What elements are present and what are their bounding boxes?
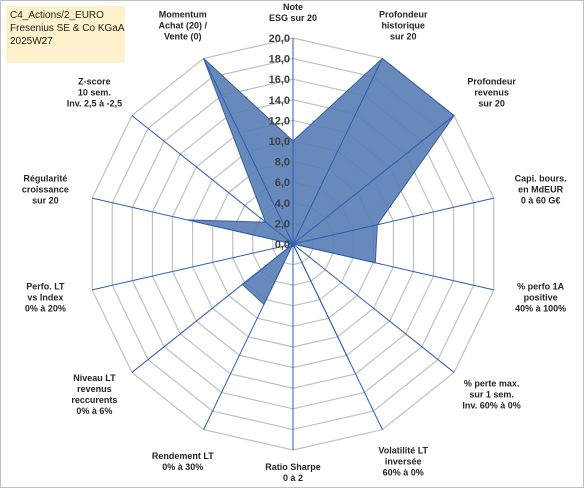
axis-label-line: Profondeur xyxy=(467,76,516,87)
axis-label-line: Régularité xyxy=(23,173,68,184)
axis-label-line: revenus xyxy=(474,87,509,98)
title-line-company: Fresenius SE & Co KGaA xyxy=(10,23,125,34)
axis-spoke xyxy=(203,243,294,430)
axis-label: Ratio Sharpe 0 à 2 xyxy=(265,462,321,484)
axis-label-line: Perfo. LT xyxy=(26,281,65,292)
axis-label-line: 0 à 2 xyxy=(282,473,304,483)
axis-label: Capi. bours. en MdEUR 0 à 60 G€ xyxy=(515,174,567,207)
axis-spoke xyxy=(131,243,294,373)
axis-label: % perfo 1A positive 40% à 100% xyxy=(515,281,566,314)
axis-spoke xyxy=(92,197,294,245)
axis-label-line: vs Index xyxy=(27,292,64,303)
tick-label: 16,0 xyxy=(269,74,290,86)
axis-label-line: 0% à 20% xyxy=(24,303,66,314)
title-line-week: 2025W27 xyxy=(10,36,53,47)
axis-label-line: % perfo 1A xyxy=(517,281,565,292)
axis-label: Profondeur revenus sur 20 xyxy=(467,77,516,110)
tick-label: 2,0 xyxy=(275,218,290,230)
axis-label-line: 40% à 100% xyxy=(515,303,567,314)
axis-label: Volatilité LT inversée 60% à 0% xyxy=(378,446,428,479)
tick-label: 14,0 xyxy=(269,95,290,107)
axis-label-line: Capi. bours. xyxy=(514,173,567,184)
axis-spoke xyxy=(292,197,494,245)
axis-spoke xyxy=(292,243,494,291)
tick-label: 8,0 xyxy=(275,157,290,169)
axis-label-line: Niveau LT xyxy=(73,372,116,383)
axis-label-line: 10 sem. xyxy=(77,87,111,98)
axis-label-line: Achat (20) / xyxy=(158,20,208,31)
axis-spoke xyxy=(92,243,294,291)
axis-label: Régularité croissance sur 20 xyxy=(22,174,69,207)
axis-label: Note ESG sur 20 xyxy=(269,2,317,24)
axis-label-line: historique xyxy=(381,20,425,31)
axis-label-line: Vente (0) xyxy=(164,31,202,42)
axis-label: % perte max. sur 1 sem. Inv. 60% à 0% xyxy=(462,378,520,411)
axis-label-line: Z-score xyxy=(78,76,111,87)
axis-label-line: positive xyxy=(523,292,558,303)
axis-spoke xyxy=(292,243,383,430)
axis-spoke xyxy=(292,115,455,245)
tick-label: 10,0 xyxy=(269,136,290,148)
axis-label: Rendement LT 0% à 30% xyxy=(152,451,214,473)
tick-label: 6,0 xyxy=(275,177,290,189)
chart-title-box: C4_Actions/2_EURO Fresenius SE & Co KGaA… xyxy=(6,6,125,63)
tick-label: 0,0 xyxy=(275,239,290,251)
axis-label-line: sur 20 xyxy=(32,195,59,206)
axis-label-line: en MdEUR xyxy=(518,184,564,195)
axis-label-line: Rendement LT xyxy=(151,451,214,462)
axis-label-line: croissance xyxy=(21,184,69,195)
axis-spoke xyxy=(203,58,294,245)
axis-label-line: Ratio Sharpe xyxy=(265,462,321,472)
axis-label: Niveau LT revenus reccurents 0% à 6% xyxy=(71,373,117,417)
axis-label-line: Inv. 60% à 0% xyxy=(462,400,521,411)
axis-label: Momentum Achat (20) / Vente (0) xyxy=(159,9,208,42)
axis-label-line: 60% à 0% xyxy=(382,467,424,478)
axis-label-line: 0% à 6% xyxy=(76,405,113,416)
axis-label-line: Volatilité LT xyxy=(378,445,429,456)
tick-label: 20,0 xyxy=(269,33,290,45)
title-line-portfolio: C4_Actions/2_EURO xyxy=(10,10,104,21)
axis-label-line: Inv. 2,5 à -2,5 xyxy=(66,98,123,109)
tick-label: 4,0 xyxy=(275,198,290,210)
axis-label-line: reccurents xyxy=(71,394,118,405)
axis-label: Z-score 10 sem. Inv. 2,5 à -2,5 xyxy=(67,77,122,110)
axis-label-line: 0% à 30% xyxy=(162,462,204,473)
axis-label-line: inversée xyxy=(384,456,422,467)
axis-label-line: 0 à 60 G€ xyxy=(520,195,561,206)
axis-label-line: revenus xyxy=(77,383,112,394)
axis-label-line: sur 20 xyxy=(389,31,417,42)
tick-label: 18,0 xyxy=(269,54,290,66)
axis-spoke xyxy=(292,58,383,245)
axis-label-line: sur 1 sem. xyxy=(469,389,514,400)
axis-label-line: % perte max. xyxy=(463,378,520,389)
tick-label: 12,0 xyxy=(269,115,290,127)
axis-label-line: Profondeur xyxy=(378,9,428,20)
axis-label-line: ESG sur 20 xyxy=(268,13,318,23)
axis-label: Perfo. LT vs Index 0% à 20% xyxy=(25,281,66,314)
axis-label-line: sur 20 xyxy=(478,98,505,109)
axis-label-line: Note xyxy=(283,2,303,12)
series-area xyxy=(187,57,455,361)
axis-label: Profondeur historique sur 20 xyxy=(379,9,428,42)
axis-label-line: Momentum xyxy=(158,9,207,20)
axis-spoke xyxy=(131,115,294,245)
axis-spoke xyxy=(292,243,455,373)
